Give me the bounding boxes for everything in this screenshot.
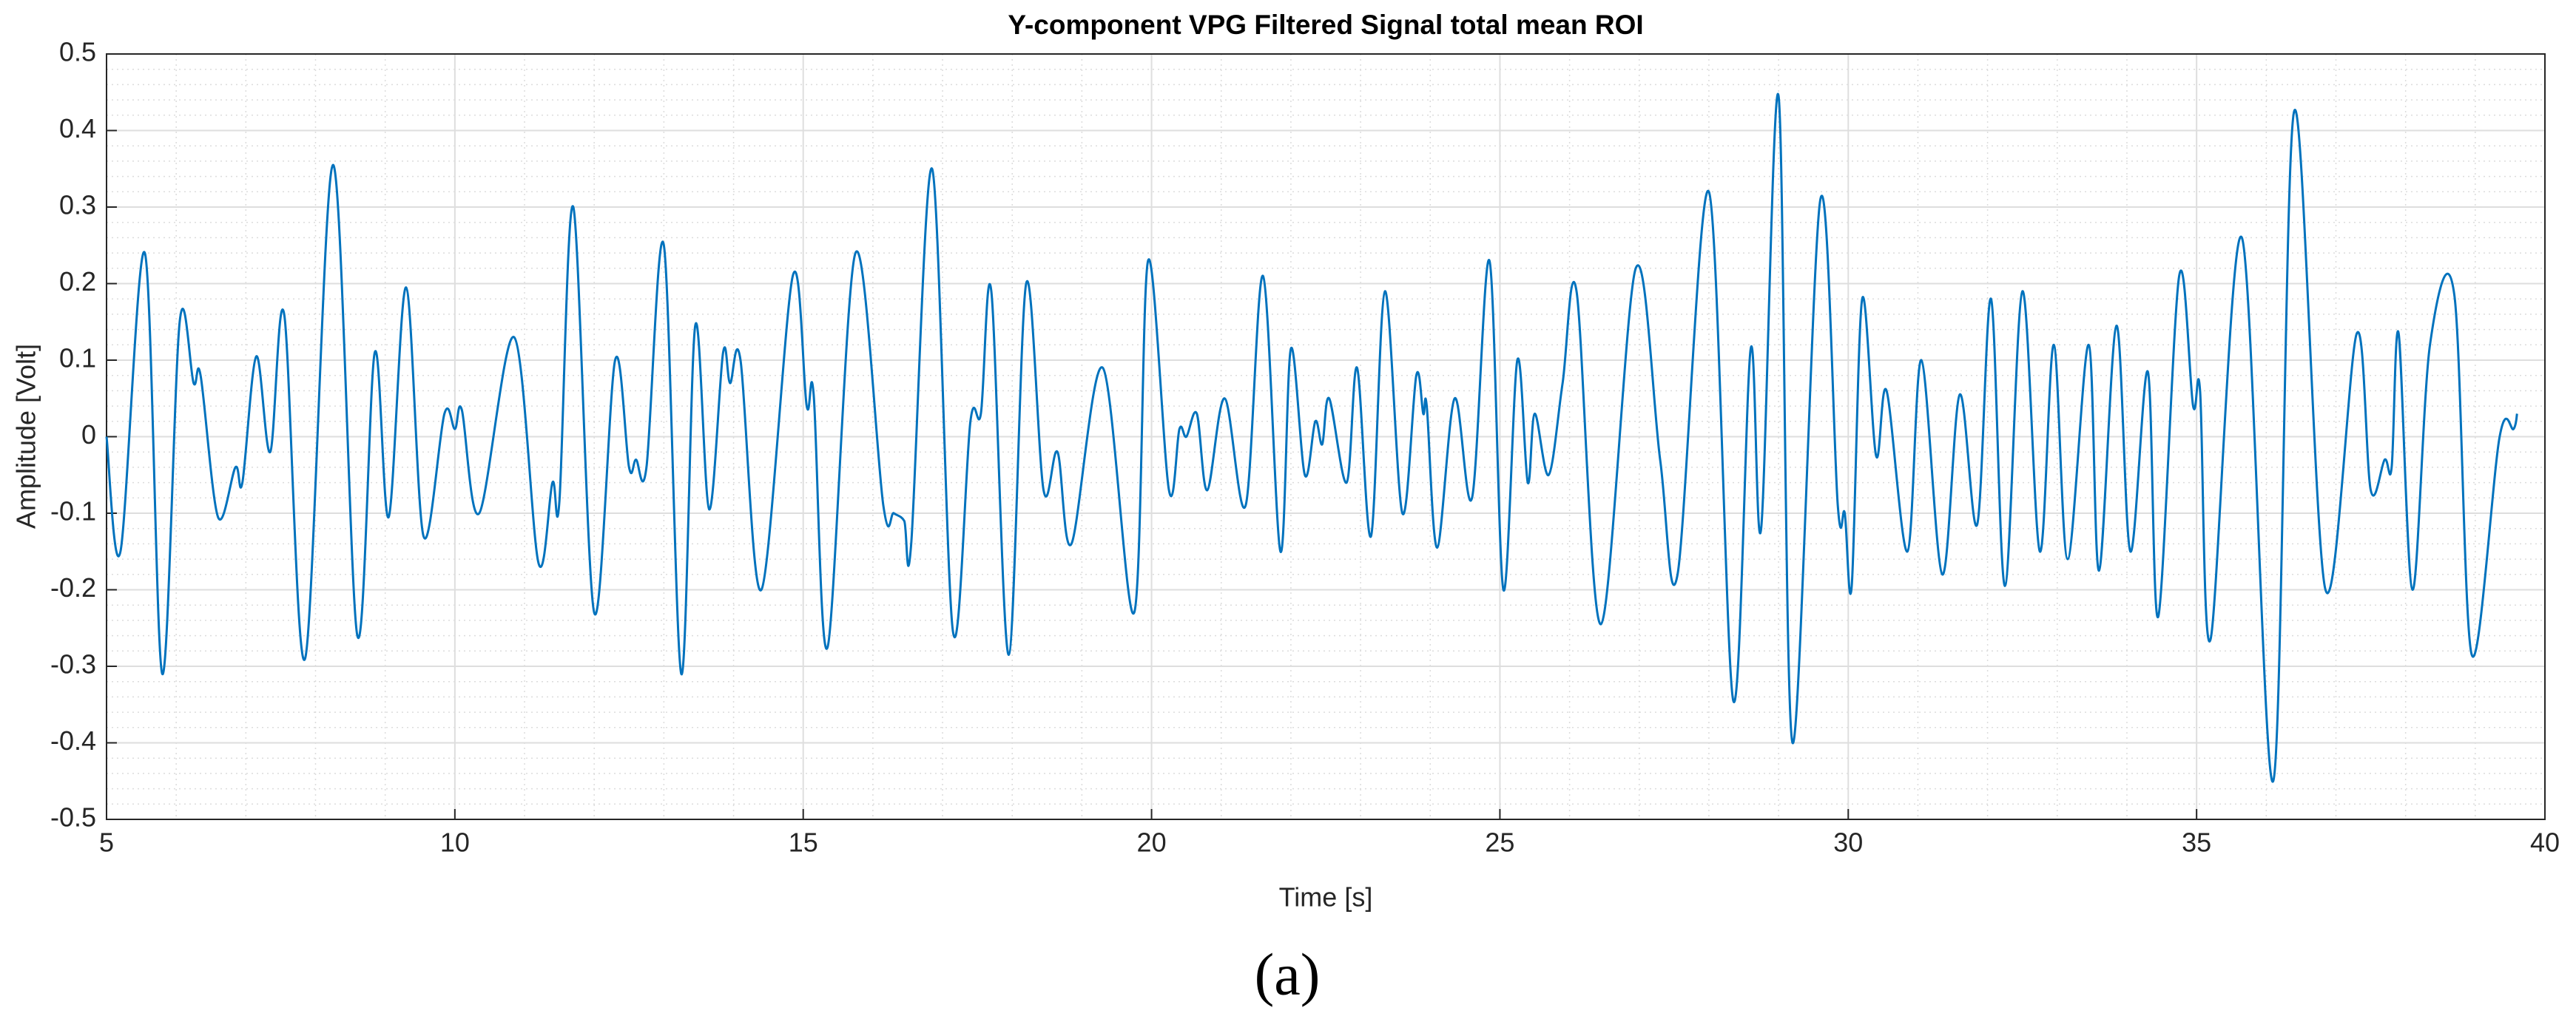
y-tick-label: -0.1	[50, 496, 96, 527]
caption: (a)	[1255, 942, 1321, 1007]
x-tick-label: 20	[1137, 828, 1167, 858]
y-axis-label: Amplitude [Volt]	[11, 344, 41, 529]
line-series	[105, 92, 2518, 783]
y-tick-label: 0.4	[59, 113, 96, 143]
x-tick-label: 30	[1833, 828, 1863, 858]
x-tick-label: 10	[440, 828, 470, 858]
x-tick-label: 25	[1485, 828, 1514, 858]
y-tick-label: 0.5	[59, 37, 96, 67]
y-tick-label: 0.1	[59, 343, 96, 373]
y-tick-label: 0.2	[59, 266, 96, 297]
y-tick-label: -0.4	[50, 725, 96, 756]
y-tick-label: -0.3	[50, 649, 96, 680]
y-tick-label: -0.5	[50, 802, 96, 833]
x-tick-label: 35	[2182, 828, 2211, 858]
chart-title: Y-component VPG Filtered Signal total me…	[1008, 10, 1643, 40]
y-tick-label: -0.2	[50, 572, 96, 603]
x-axis-label: Time [s]	[1279, 882, 1373, 913]
x-tick-label: 5	[99, 828, 114, 858]
x-tick-label: 40	[2530, 828, 2560, 858]
y-tick-label: 0.3	[59, 190, 96, 220]
x-tick-label: 15	[789, 828, 818, 858]
y-tick-label: 0	[81, 419, 96, 450]
